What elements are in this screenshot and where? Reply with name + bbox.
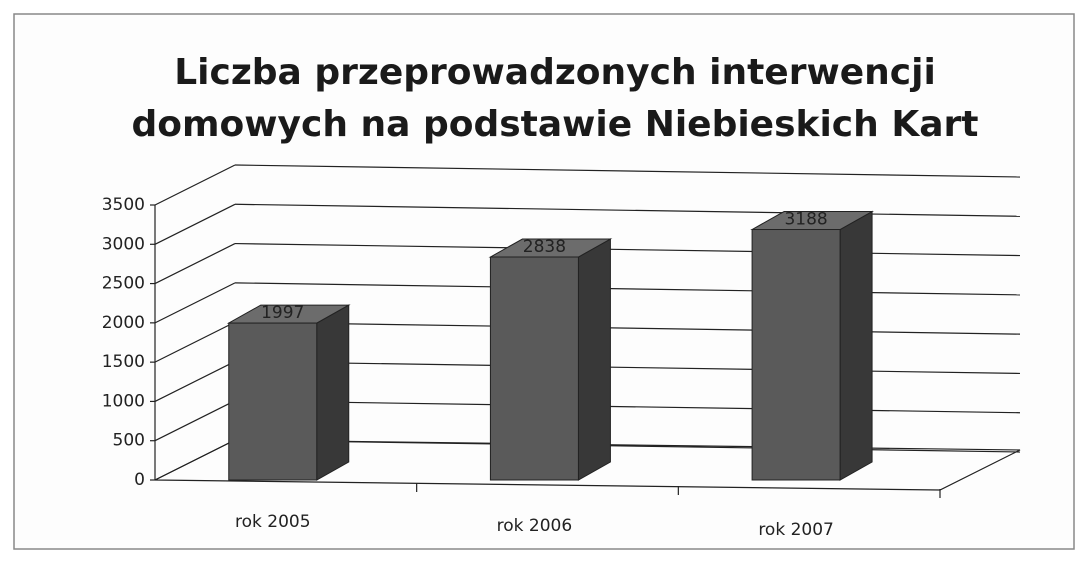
data-label: 1997 — [261, 303, 304, 323]
x-tick-label: rok 2006 — [497, 516, 573, 536]
bar-side — [316, 304, 350, 481]
grid-line — [154, 164, 236, 206]
x-tick-label: rok 2007 — [758, 520, 834, 540]
grid-line — [154, 439, 236, 481]
data-label: 2838 — [523, 237, 566, 257]
grid-line — [234, 400, 1021, 414]
bar — [489, 256, 579, 481]
bar — [228, 322, 318, 481]
grid-line — [234, 203, 1021, 217]
y-tick-label: 0 — [134, 470, 145, 490]
grid-line — [154, 203, 236, 245]
y-tick-label: 1000 — [102, 391, 145, 411]
x-tick-label: rok 2005 — [235, 512, 311, 532]
grid-line — [234, 439, 1021, 453]
y-tick-label: 3000 — [102, 234, 145, 254]
grid-line — [234, 164, 1021, 178]
grid-line — [234, 321, 1021, 335]
y-tick-label: 3500 — [102, 195, 145, 215]
grid-line — [234, 282, 1021, 296]
y-tick-label: 2000 — [102, 313, 145, 333]
grid-line — [234, 360, 1021, 375]
grid-line — [154, 282, 236, 324]
y-tick-label: 500 — [113, 431, 145, 451]
grid-line — [154, 321, 236, 363]
grid-line — [154, 360, 236, 402]
y-tick-label: 1500 — [102, 352, 145, 372]
bar-side — [839, 210, 873, 481]
chart-title: Liczba przeprowadzonych interwencji — [174, 52, 936, 93]
grid-line — [234, 242, 1021, 257]
bar — [751, 229, 841, 481]
grid-line — [154, 243, 236, 285]
data-label: 3188 — [784, 210, 827, 230]
bar-side — [577, 238, 611, 481]
y-tick-label: 2500 — [102, 274, 145, 294]
chart-title: domowych na podstawie Niebieskich Kart — [132, 104, 979, 145]
grid-line — [154, 400, 236, 442]
